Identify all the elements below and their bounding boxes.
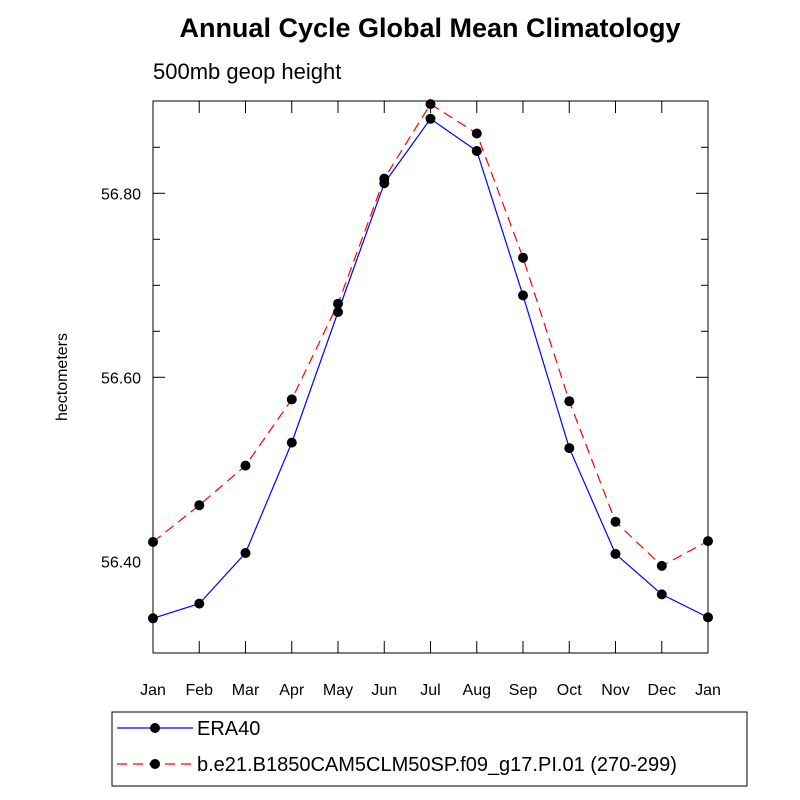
legend-marker-2 xyxy=(150,759,160,769)
series-lines xyxy=(152,103,709,619)
data-point-series-2 xyxy=(286,394,297,405)
x-tick-label: Apr xyxy=(279,682,305,699)
series-line-2 xyxy=(152,103,709,567)
x-tick-label: Mar xyxy=(232,682,260,699)
data-point-series-1 xyxy=(610,548,621,559)
data-point-series-2 xyxy=(610,516,621,527)
x-tick-label: Jan xyxy=(140,682,166,699)
x-tick-label: May xyxy=(323,682,353,699)
x-tick-label: Dec xyxy=(648,682,676,699)
data-point-series-1 xyxy=(333,307,343,317)
x-tick-label: Jul xyxy=(420,682,440,699)
legend: ERA40 b.e21.B1850CAM5CLM50SP.f09_g17.PI.0… xyxy=(117,718,677,776)
x-tick-label: Oct xyxy=(557,682,582,699)
data-point-series-1 xyxy=(703,612,713,623)
data-point-series-2 xyxy=(518,252,528,263)
x-tick-label: Jan xyxy=(695,682,721,699)
legend-label-1: ERA40 xyxy=(197,718,260,740)
data-point-series-1 xyxy=(148,613,158,624)
series-points xyxy=(148,99,713,624)
chart-subtitle: 500mb geop height xyxy=(153,59,341,84)
y-tick-labels: 56.40 56.60 56.80 xyxy=(101,186,141,571)
series-line-1 xyxy=(152,117,709,619)
y-tick-label: 56.60 xyxy=(101,370,141,387)
data-point-series-2 xyxy=(379,173,390,184)
data-point-series-1 xyxy=(286,437,297,448)
y-tick-label: 56.40 xyxy=(101,554,141,571)
y-tick-label: 56.80 xyxy=(101,186,141,203)
legend-marker-1 xyxy=(150,723,160,733)
data-point-series-2 xyxy=(240,460,251,471)
data-point-series-2 xyxy=(194,500,205,511)
data-point-series-2 xyxy=(471,128,482,139)
x-tick-labels: Jan Feb Mar Apr May Jun Jul Aug Sep Oct Nov Dec Jan xyxy=(140,682,721,699)
x-tick-label: Aug xyxy=(463,682,491,699)
legend-box xyxy=(111,711,748,787)
x-tick-label: Nov xyxy=(601,682,629,699)
x-tick-label: Sep xyxy=(509,682,538,699)
data-point-series-1 xyxy=(518,290,528,301)
data-point-series-2 xyxy=(656,560,667,571)
legend-label-2: b.e21.B1850CAM5CLM50SP.f09_g17.PI.01 (27… xyxy=(197,754,677,776)
axis-ticks xyxy=(152,101,709,653)
chart-title: Annual Cycle Global Mean Climatology xyxy=(179,13,680,43)
y-axis-label: hectometers xyxy=(54,333,71,421)
data-point-series-2 xyxy=(703,536,713,547)
data-point-series-2 xyxy=(564,396,575,407)
x-tick-label: Jun xyxy=(371,682,397,699)
data-point-series-1 xyxy=(194,598,205,609)
plot-frame xyxy=(152,100,709,654)
data-point-series-1 xyxy=(471,146,482,156)
data-point-series-1 xyxy=(240,548,251,558)
data-point-series-2 xyxy=(148,537,158,547)
data-point-series-1 xyxy=(656,589,667,600)
x-tick-label: Feb xyxy=(185,682,213,699)
data-point-series-2 xyxy=(425,99,436,110)
data-point-series-1 xyxy=(425,113,436,124)
data-point-series-2 xyxy=(333,298,343,309)
data-point-series-1 xyxy=(564,443,575,454)
